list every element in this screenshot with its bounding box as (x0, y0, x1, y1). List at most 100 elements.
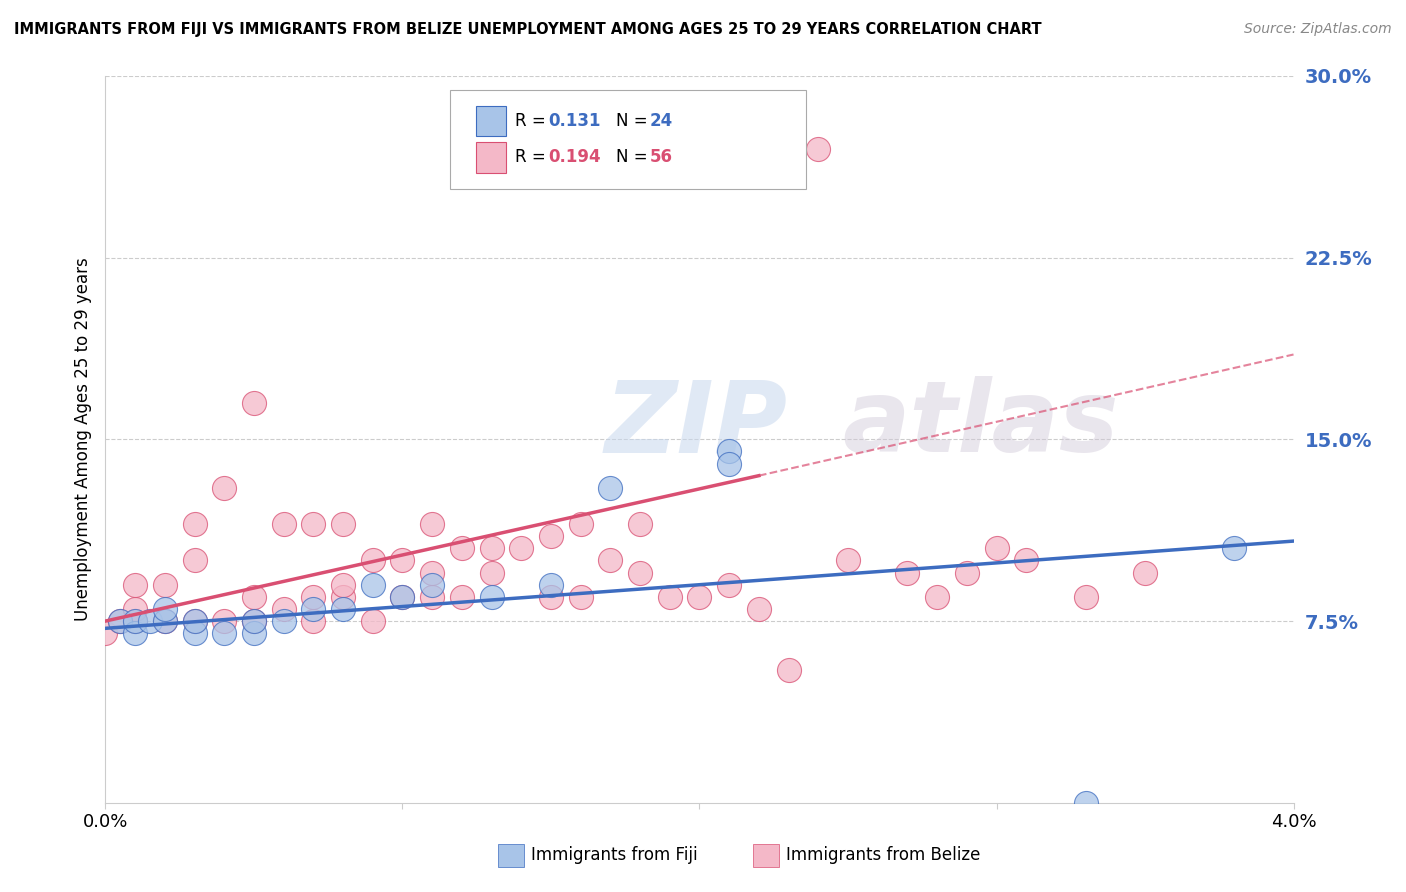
Point (1133, 566, 1156, 580)
Point (332, 590, 354, 604)
Point (243, 614, 266, 628)
Point (124, 614, 146, 628)
Point (748, 602, 770, 616)
Point (450, 541, 472, 556)
Point (718, 457, 741, 471)
Point (628, 517, 651, 532)
Text: 56: 56 (650, 148, 672, 166)
Point (569, 517, 592, 532)
Point (658, 590, 681, 604)
Point (243, 626, 266, 640)
Point (153, 614, 176, 628)
FancyBboxPatch shape (477, 142, 506, 172)
Point (243, 396, 266, 410)
Point (956, 566, 979, 580)
Point (1015, 553, 1038, 567)
Point (124, 578, 146, 592)
Point (124, 602, 146, 616)
Point (153, 578, 176, 592)
Point (927, 590, 949, 604)
Point (302, 590, 325, 604)
Point (420, 566, 443, 580)
Point (837, 553, 859, 567)
Point (214, 626, 236, 640)
Point (332, 602, 354, 616)
FancyBboxPatch shape (754, 844, 779, 867)
Point (361, 614, 384, 628)
Point (1223, 541, 1246, 556)
Point (153, 602, 176, 616)
Point (628, 566, 651, 580)
Point (273, 614, 295, 628)
Point (302, 614, 325, 628)
Point (540, 529, 562, 543)
Point (450, 590, 472, 604)
Point (332, 578, 354, 592)
FancyBboxPatch shape (498, 844, 523, 867)
Point (124, 626, 146, 640)
Point (273, 602, 295, 616)
Text: N =: N = (616, 112, 654, 130)
Point (243, 590, 266, 604)
Point (481, 541, 503, 556)
Text: IMMIGRANTS FROM FIJI VS IMMIGRANTS FROM BELIZE UNEMPLOYMENT AMONG AGES 25 TO 29 : IMMIGRANTS FROM FIJI VS IMMIGRANTS FROM … (14, 22, 1042, 37)
Point (1074, 796, 1097, 810)
Point (153, 614, 176, 628)
Point (391, 590, 413, 604)
Point (481, 566, 503, 580)
Text: Immigrants from Belize: Immigrants from Belize (786, 847, 980, 864)
Text: 0.194: 0.194 (548, 148, 602, 166)
Point (599, 553, 621, 567)
Point (689, 590, 711, 604)
Point (183, 614, 205, 628)
Y-axis label: Unemployment Among Ages 25 to 29 years: Unemployment Among Ages 25 to 29 years (73, 258, 91, 621)
Point (718, 578, 741, 592)
Point (896, 566, 918, 580)
Point (540, 590, 562, 604)
Point (273, 517, 295, 532)
Point (183, 553, 205, 567)
Text: atlas: atlas (842, 376, 1119, 474)
Point (420, 578, 443, 592)
Point (986, 541, 1008, 556)
Point (778, 663, 800, 677)
Point (481, 590, 503, 604)
FancyBboxPatch shape (477, 105, 506, 136)
Point (1074, 590, 1097, 604)
Point (302, 517, 325, 532)
Text: ZIP: ZIP (605, 376, 787, 474)
Text: N =: N = (616, 148, 654, 166)
Point (510, 541, 533, 556)
Point (391, 590, 413, 604)
Point (420, 517, 443, 532)
Text: Immigrants from Fiji: Immigrants from Fiji (531, 847, 697, 864)
Point (807, 141, 830, 155)
Text: 0.131: 0.131 (548, 112, 602, 130)
Point (183, 614, 205, 628)
Point (718, 444, 741, 458)
Point (139, 614, 162, 628)
Text: R =: R = (516, 148, 551, 166)
Point (361, 553, 384, 567)
Point (94, 626, 117, 640)
Point (243, 614, 266, 628)
Point (183, 626, 205, 640)
Text: 24: 24 (650, 112, 673, 130)
Text: Source: ZipAtlas.com: Source: ZipAtlas.com (1244, 22, 1392, 37)
Point (302, 602, 325, 616)
FancyBboxPatch shape (450, 90, 807, 188)
Text: R =: R = (516, 112, 551, 130)
Point (110, 614, 132, 628)
Point (214, 481, 236, 495)
Point (540, 578, 562, 592)
Point (391, 553, 413, 567)
Point (361, 578, 384, 592)
Point (569, 590, 592, 604)
Point (332, 517, 354, 532)
Point (110, 614, 132, 628)
Point (124, 614, 146, 628)
Point (420, 590, 443, 604)
Point (214, 614, 236, 628)
Point (183, 517, 205, 532)
Point (599, 481, 621, 495)
